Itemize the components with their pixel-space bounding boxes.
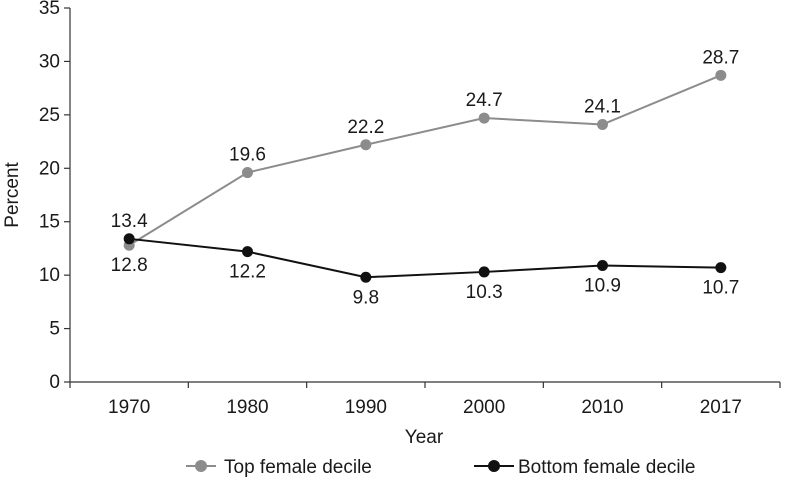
legend-marker-top-female-decile — [195, 460, 207, 472]
data-label-top-female-decile: 28.7 — [702, 47, 739, 68]
data-point-bottom-female-decile — [360, 271, 372, 283]
legend-label-bottom-female-decile: Bottom female decile — [518, 457, 695, 478]
data-label-bottom-female-decile: 12.2 — [229, 262, 266, 283]
data-label-top-female-decile: 22.2 — [347, 117, 384, 138]
y-tick-label: 30 — [39, 51, 60, 72]
axes — [69, 8, 780, 383]
y-tick-label: 35 — [39, 0, 60, 19]
x-tick-label: 1980 — [226, 397, 268, 418]
y-tick-label: 15 — [39, 212, 60, 233]
data-labels: 12.8 19.6 22.2 24.7 24.1 28.7 13.4 12.2 9.8 10.3 1… — [111, 47, 740, 308]
x-tick-label: 2000 — [463, 397, 505, 418]
x-tick-label: 1990 — [345, 397, 387, 418]
data-point-bottom-female-decile — [597, 260, 608, 272]
series-group — [123, 69, 727, 283]
data-point-top-female-decile — [478, 112, 490, 124]
data-label-top-female-decile: 12.8 — [111, 255, 148, 276]
data-label-top-female-decile: 24.1 — [584, 96, 621, 117]
y-tick-label: 25 — [39, 105, 60, 126]
data-point-top-female-decile — [715, 69, 727, 81]
data-point-top-female-decile — [360, 139, 372, 151]
y-tick-label: 5 — [49, 319, 60, 340]
data-label-bottom-female-decile: 13.4 — [111, 211, 148, 232]
data-label-bottom-female-decile: 10.9 — [584, 276, 621, 297]
data-label-bottom-female-decile: 10.7 — [702, 278, 739, 299]
y-axis-ticks: 0 5 10 15 20 25 30 35 — [39, 0, 70, 393]
data-label-bottom-female-decile: 10.3 — [466, 282, 503, 303]
x-tick-label: 2010 — [581, 397, 623, 418]
data-point-bottom-female-decile — [715, 262, 727, 274]
y-tick-label: 0 — [49, 372, 60, 393]
x-tick-label: 1970 — [108, 397, 150, 418]
x-tick-label: 2017 — [700, 397, 742, 418]
y-tick-label: 10 — [39, 265, 60, 286]
data-label-top-female-decile: 19.6 — [229, 145, 266, 166]
data-label-top-female-decile: 24.7 — [466, 90, 503, 111]
y-axis-title: Percent — [2, 162, 23, 228]
data-label-bottom-female-decile: 9.8 — [353, 287, 379, 308]
series-line-bottom-female-decile — [129, 237, 721, 279]
series-line-top-female-decile — [128, 74, 722, 247]
legend: Top female decile Bottom female decile — [186, 457, 695, 478]
legend-label-top-female-decile: Top female decile — [224, 457, 372, 478]
data-point-top-female-decile — [242, 167, 253, 179]
data-point-bottom-female-decile — [242, 246, 253, 258]
data-point-bottom-female-decile — [478, 266, 490, 278]
x-axis-title: Year — [405, 427, 444, 448]
x-axis-ticks: 1970 1980 1990 2000 2010 2017 — [69, 382, 781, 418]
data-point-bottom-female-decile — [123, 233, 135, 245]
data-point-top-female-decile — [597, 118, 608, 130]
y-tick-label: 20 — [39, 158, 60, 179]
legend-marker-bottom-female-decile — [488, 460, 500, 472]
